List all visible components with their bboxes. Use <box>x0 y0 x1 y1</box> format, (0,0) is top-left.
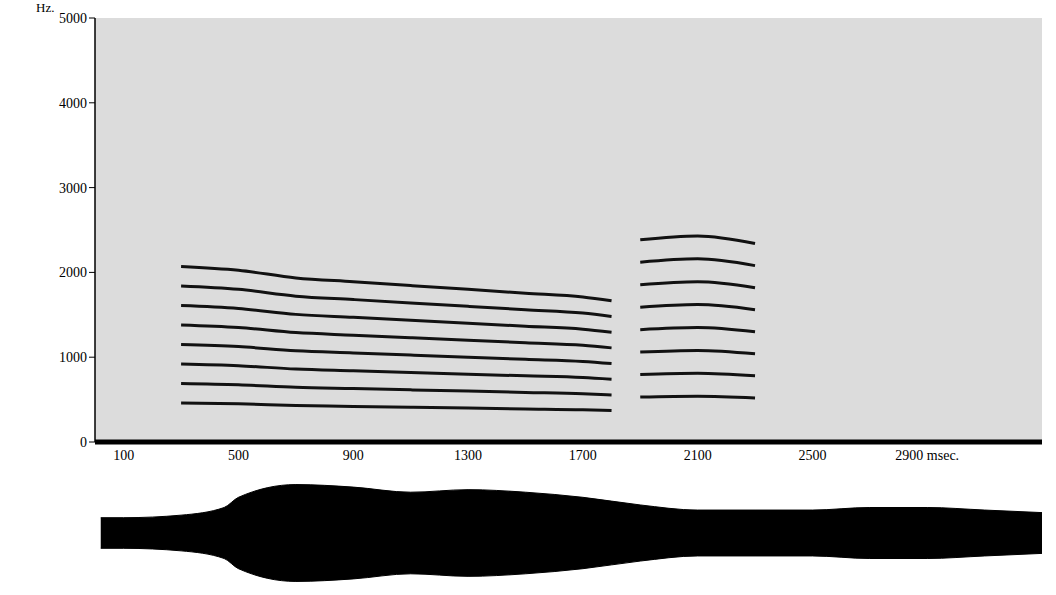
svg-text:900: 900 <box>343 448 364 463</box>
svg-text:0: 0 <box>80 435 87 450</box>
svg-text:1300: 1300 <box>454 448 482 463</box>
html-text:Hz.: Hz. <box>36 0 55 15</box>
svg-text:1700: 1700 <box>569 448 597 463</box>
svg-text:3000: 3000 <box>59 181 87 196</box>
svg-text:5000: 5000 <box>59 11 87 26</box>
svg-text:2900 msec.: 2900 msec. <box>895 448 959 463</box>
svg-text:500: 500 <box>228 448 249 463</box>
svg-text:100: 100 <box>113 448 134 463</box>
svg-text:2100: 2100 <box>684 448 712 463</box>
svg-text:1000: 1000 <box>59 350 87 365</box>
svg-text:4000: 4000 <box>59 96 87 111</box>
svg-text:2500: 2500 <box>798 448 826 463</box>
svg-text:2000: 2000 <box>59 265 87 280</box>
